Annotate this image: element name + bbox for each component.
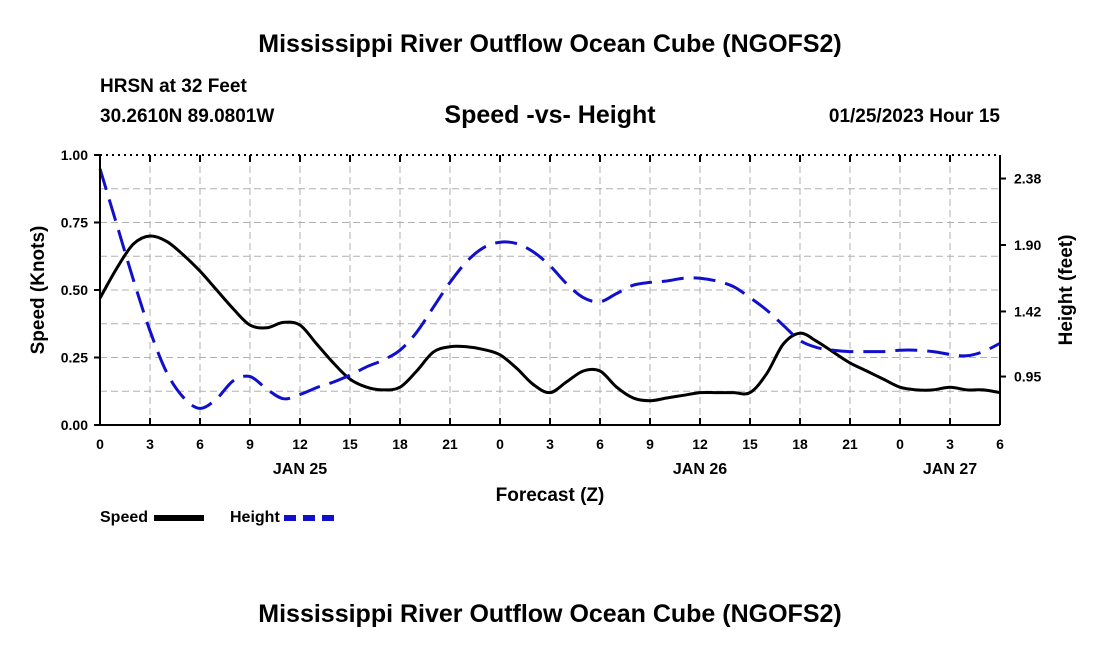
legend-height-swatch <box>284 514 335 521</box>
x-tick-label: 0 <box>496 436 504 452</box>
legend-speed-swatch <box>154 514 205 521</box>
y2-tick-label: 1.90 <box>1014 237 1041 253</box>
x-tick-label: 0 <box>96 436 104 452</box>
y2-tick-label: 2.38 <box>1014 171 1041 187</box>
x-tick-label: 6 <box>196 436 204 452</box>
x-tick-label: 15 <box>342 436 358 452</box>
y-tick-label: 0.25 <box>61 350 88 366</box>
x-axis-label: Forecast (Z) <box>496 485 605 506</box>
y2-tick-label: 0.95 <box>1014 369 1041 385</box>
x-tick-label: 18 <box>792 436 808 452</box>
footer-title: Mississippi River Outflow Ocean Cube (NG… <box>258 600 842 628</box>
y-tick-label: 0.50 <box>61 282 88 298</box>
y2-axis-label: Height (feet) <box>1056 235 1077 346</box>
x-tick-label: 6 <box>596 436 604 452</box>
x-date-label: JAN 27 <box>923 461 977 478</box>
legend-speed: Speed <box>100 509 205 527</box>
x-tick-label: 21 <box>842 436 858 452</box>
x-tick-label: 9 <box>246 436 254 452</box>
y2-tick-label: 1.42 <box>1014 303 1041 319</box>
station-coordinates: 30.2610N 89.0801W <box>100 106 275 127</box>
x-tick-label: 21 <box>442 436 458 452</box>
x-tick-label: 3 <box>546 436 554 452</box>
chart-subtitle: Speed -vs- Height <box>444 101 656 129</box>
chart-main-title: Mississippi River Outflow Ocean Cube (NG… <box>258 30 842 58</box>
legend-speed-label: Speed <box>100 509 149 526</box>
legend-height: Height <box>230 509 335 527</box>
x-tick-label: 3 <box>946 436 954 452</box>
y-tick-label: 1.00 <box>61 147 88 163</box>
x-tick-label: 12 <box>692 436 708 452</box>
x-tick-label: 9 <box>646 436 654 452</box>
y-tick-label: 0.00 <box>61 417 88 433</box>
legend-height-label: Height <box>230 509 280 526</box>
y-axis-label: Speed (Knots) <box>28 226 49 355</box>
forecast-datetime: 01/25/2023 Hour 15 <box>828 106 1000 127</box>
x-tick-label: 3 <box>146 436 154 452</box>
y-tick-label: 0.75 <box>61 215 88 231</box>
x-date-label: JAN 26 <box>673 461 727 478</box>
x-tick-label: 18 <box>392 436 408 452</box>
height-series-line <box>98 168 1001 410</box>
speed-series-line <box>98 234 1001 403</box>
x-tick-label: 15 <box>742 436 758 452</box>
x-tick-label: 12 <box>292 436 308 452</box>
x-tick-label: 0 <box>896 436 904 452</box>
x-date-label: JAN 25 <box>273 461 327 478</box>
station-label: HRSN at 32 Feet <box>100 76 247 97</box>
x-tick-label: 6 <box>996 436 1004 452</box>
